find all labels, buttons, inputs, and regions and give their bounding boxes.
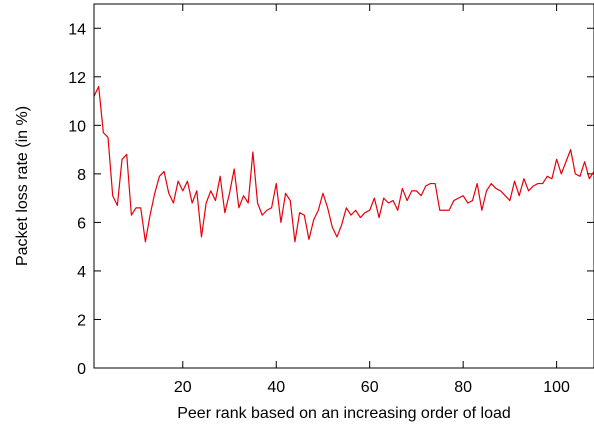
x-tick-label: 20 xyxy=(174,379,192,396)
series-line-packet-loss xyxy=(93,85,594,243)
y-tick-label: 4 xyxy=(77,264,86,281)
y-tick-label: 0 xyxy=(77,361,86,378)
x-tick-label: 40 xyxy=(267,379,285,396)
y-tick-label: 8 xyxy=(77,167,86,184)
x-tick-label: 80 xyxy=(454,379,472,396)
ticks-layer: 0 2 4 6 8 10 12 14 20 40 60 80 100 xyxy=(68,4,594,396)
y-axis-title: Packet loss rate (in %) xyxy=(14,106,31,266)
x-tick-label: 100 xyxy=(543,379,570,396)
y-tick-label: 6 xyxy=(77,215,86,232)
y-tick-label: 2 xyxy=(77,312,86,329)
y-tick-label: 14 xyxy=(68,21,86,38)
series-layer xyxy=(93,85,594,243)
plot-frame xyxy=(93,3,594,369)
y-tick-label: 12 xyxy=(68,70,86,87)
x-tick-label: 60 xyxy=(361,379,379,396)
y-tick-label: 10 xyxy=(68,118,86,135)
x-axis-title: Peer rank based on an increasing order o… xyxy=(177,405,511,422)
